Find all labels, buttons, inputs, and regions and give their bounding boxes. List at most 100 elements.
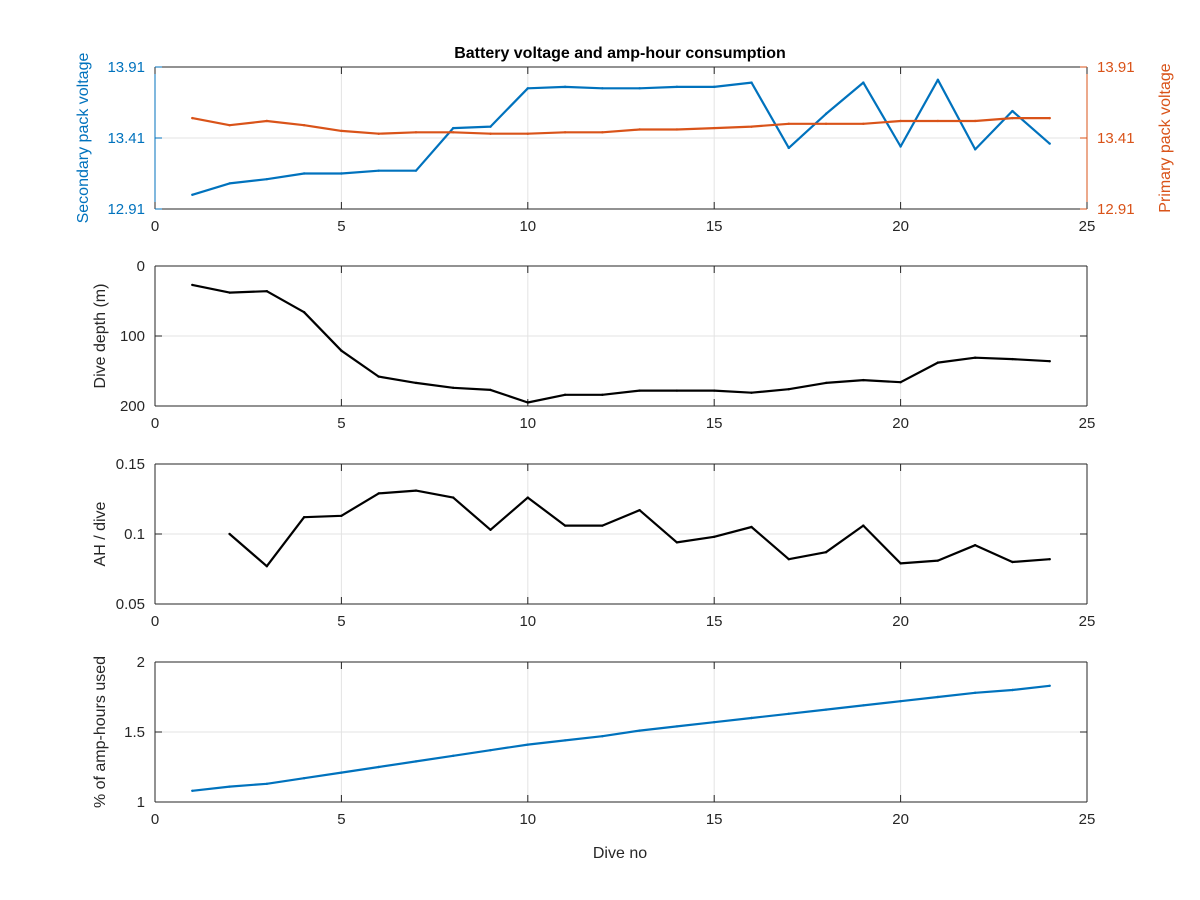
subplot-1: 0 5 10 15 20 2512.9113.4113.9112.9113.4113.91…	[75, 53, 1174, 235]
data-point	[1011, 116, 1014, 120]
data-point	[936, 119, 940, 123]
data-point	[414, 169, 418, 172]
data-point	[973, 544, 977, 547]
x-tick-label: 0	[151, 811, 159, 828]
data-point	[899, 562, 902, 565]
x-tick-label: 15	[706, 218, 723, 235]
data-point	[340, 129, 343, 133]
series-line-1	[191, 78, 1051, 196]
data-point	[563, 131, 567, 134]
y-right-tick-label: 13.91	[1097, 59, 1135, 76]
data-point	[675, 85, 679, 89]
data-point	[973, 148, 977, 151]
data-point	[265, 177, 269, 181]
y-axis-label: AH / dive	[92, 501, 109, 566]
data-point	[377, 765, 380, 769]
data-point	[526, 743, 529, 746]
y-tick-label: 0.15	[116, 456, 145, 473]
data-point	[414, 760, 418, 763]
data-point	[713, 85, 716, 89]
data-point	[1011, 688, 1014, 692]
data-point	[302, 172, 306, 175]
x-tick-label: 5	[337, 415, 345, 432]
data-point	[638, 509, 641, 512]
data-point	[713, 535, 716, 538]
data-point	[936, 559, 940, 562]
data-point	[265, 119, 269, 123]
data-point	[862, 81, 865, 84]
data-point	[824, 381, 828, 385]
x-tick-label: 5	[337, 811, 345, 828]
data-point	[563, 524, 567, 527]
x-tick-label: 10	[519, 613, 536, 630]
x-tick-label: 20	[892, 811, 909, 828]
data-point	[601, 87, 604, 90]
data-point	[302, 311, 306, 314]
y-tick-label: 200	[120, 398, 145, 415]
data-point	[1048, 142, 1051, 145]
data-point	[228, 291, 231, 294]
data-point	[638, 389, 641, 392]
data-point	[414, 381, 418, 385]
data-point	[1048, 360, 1051, 363]
y-right-tick-label: 13.41	[1097, 130, 1135, 147]
data-point	[750, 716, 753, 720]
data-point	[452, 496, 455, 499]
y-axis-label: Secondary pack voltage	[75, 53, 92, 224]
x-tick-label: 20	[892, 218, 909, 235]
x-tick-label: 25	[1079, 811, 1096, 828]
data-point	[899, 700, 902, 703]
x-tick-label: 5	[337, 218, 345, 235]
x-axis-label: Dive no	[593, 845, 647, 862]
data-point	[191, 193, 194, 196]
data-point	[675, 128, 679, 131]
data-point	[452, 131, 455, 134]
data-point	[862, 524, 865, 527]
x-tick-label: 15	[706, 613, 723, 630]
figure-title: Battery voltage and amp-hour consumption	[454, 45, 786, 62]
subplot-panels: 0 5 10 15 20 2512.9113.4113.9112.9113.4113.91…	[75, 53, 1174, 828]
data-point	[526, 132, 529, 135]
data-point	[824, 112, 828, 116]
subplot-2: 0 5 10 15 20 25 0 100 200 Dive depth (m)	[92, 258, 1095, 432]
data-point	[265, 290, 269, 293]
data-point	[265, 565, 269, 568]
y-tick-label: 0.05	[116, 596, 145, 613]
data-point	[750, 391, 753, 394]
x-tick-label: 15	[706, 415, 723, 432]
data-point	[601, 131, 604, 134]
y-tick-label: 1	[137, 794, 145, 811]
y-tick-label: 0.1	[124, 526, 145, 543]
y-axis-label: % of amp-hours used	[92, 656, 109, 808]
data-point	[713, 126, 716, 130]
data-point	[601, 524, 604, 527]
y-tick-label: 12.91	[107, 201, 145, 218]
x-tick-label: 10	[519, 415, 536, 432]
data-point	[675, 389, 679, 392]
data-point	[228, 785, 231, 788]
data-point	[377, 492, 380, 495]
data-point	[824, 122, 828, 126]
y-right-axis-label: Primary pack voltage	[1157, 63, 1174, 212]
data-point	[899, 145, 902, 148]
data-point	[414, 131, 418, 134]
data-point	[265, 782, 269, 785]
x-tick-label: 10	[519, 218, 536, 235]
data-point	[713, 389, 716, 392]
data-point	[489, 749, 492, 752]
x-tick-label: 15	[706, 811, 723, 828]
data-point	[638, 729, 641, 732]
data-point	[862, 704, 865, 707]
data-point	[228, 124, 231, 127]
data-point	[302, 516, 306, 519]
data-point	[377, 132, 380, 135]
data-point	[377, 169, 380, 172]
data-point	[713, 721, 716, 724]
data-point	[787, 146, 790, 150]
data-point	[824, 551, 828, 554]
data-point	[787, 122, 790, 126]
data-point	[936, 361, 940, 364]
data-point	[1011, 560, 1014, 564]
data-point	[787, 712, 790, 715]
